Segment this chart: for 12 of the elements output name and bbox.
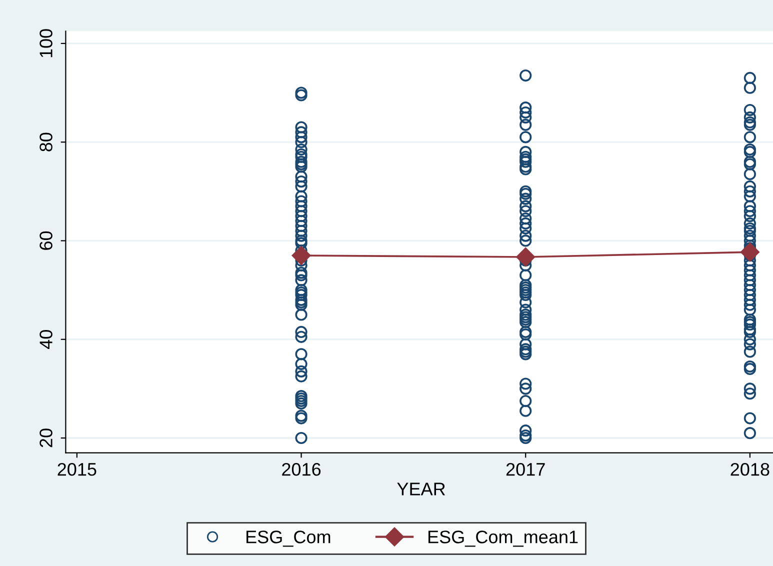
y-tick-label: 20 [40, 428, 52, 448]
x-tick-label: 2017 [506, 463, 545, 476]
y-tick-label: 60 [40, 231, 52, 250]
x-tick-label: 2016 [282, 463, 321, 476]
x-tick-label: 2018 [730, 463, 770, 476]
y-tick-label: 80 [40, 132, 52, 152]
y-tick-label: 100 [40, 29, 52, 58]
y-tick-label: 40 [40, 330, 52, 349]
x-tick-label: 2015 [58, 463, 96, 476]
legend-label: ESG_Com [246, 530, 330, 547]
x-axis-title: YEAR [397, 482, 446, 496]
legend-label: ESG_Com_mean1 [428, 530, 578, 547]
